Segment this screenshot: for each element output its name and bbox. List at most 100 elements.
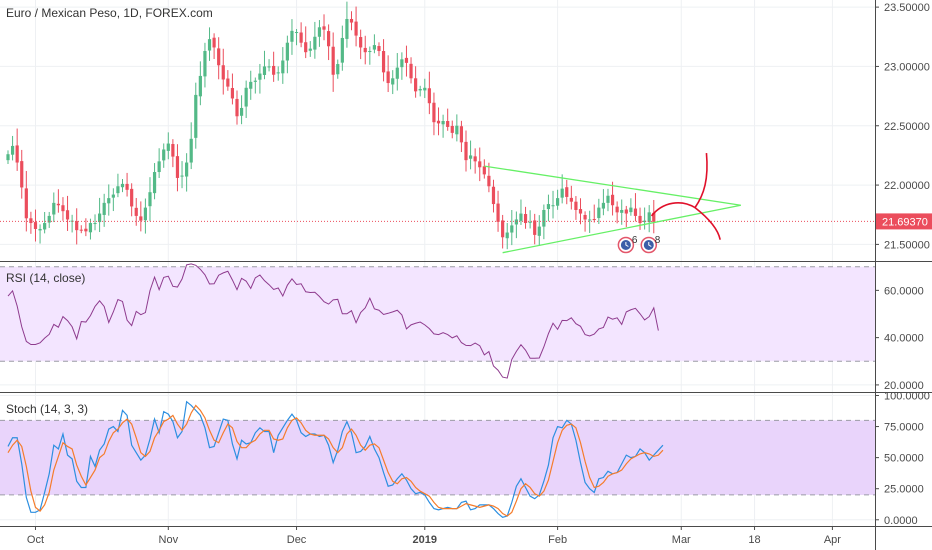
candle-body[interactable] (377, 46, 381, 52)
candle-body[interactable] (423, 87, 427, 91)
candle-body[interactable] (569, 197, 573, 202)
candle-body[interactable] (38, 228, 42, 231)
candle-body[interactable] (386, 71, 390, 84)
candle-body[interactable] (171, 144, 175, 157)
candle-body[interactable] (65, 210, 70, 220)
candle-body[interactable] (446, 121, 450, 127)
candle-body[interactable] (262, 66, 267, 75)
candle-body[interactable] (482, 166, 486, 175)
candle-body[interactable] (130, 188, 134, 207)
candle-body[interactable] (368, 51, 372, 53)
candle-body[interactable] (33, 222, 38, 229)
candle-body[interactable] (643, 220, 647, 223)
candle-body[interactable] (52, 202, 56, 215)
candle-body[interactable] (523, 214, 528, 224)
candle-body[interactable] (24, 188, 28, 219)
candle-body[interactable] (546, 204, 551, 210)
candle-body[interactable] (313, 36, 317, 50)
candle-body[interactable] (414, 78, 418, 92)
candle-body[interactable] (203, 51, 207, 77)
candle-body[interactable] (175, 156, 180, 178)
candle-body[interactable] (610, 194, 615, 206)
candle-body[interactable] (381, 51, 386, 73)
candle-body[interactable] (267, 66, 271, 68)
candle-body[interactable] (468, 155, 473, 159)
candle-body[interactable] (537, 226, 541, 236)
candle-body[interactable] (327, 31, 331, 47)
candle-body[interactable] (391, 78, 395, 85)
candle-body[interactable] (459, 126, 464, 143)
candle-body[interactable] (372, 45, 376, 50)
candle-body[interactable] (258, 73, 262, 80)
candle-body[interactable] (409, 63, 413, 79)
candle-body[interactable] (478, 161, 482, 168)
upper-trendline[interactable] (484, 165, 741, 206)
candle-body[interactable] (20, 161, 24, 188)
candle-body[interactable] (331, 46, 335, 75)
price-pane[interactable] (0, 1, 875, 250)
candle-body[interactable] (185, 162, 189, 177)
candle-body[interactable] (207, 39, 212, 51)
candle-body[interactable] (427, 88, 431, 104)
candle-body[interactable] (93, 223, 97, 225)
candle-body[interactable] (189, 138, 193, 163)
candle-body[interactable] (47, 215, 51, 223)
candle-body[interactable] (15, 145, 19, 163)
candle-body[interactable] (180, 175, 184, 177)
candle-body[interactable] (556, 198, 560, 206)
candle-body[interactable] (510, 225, 514, 233)
candle-body[interactable] (496, 203, 500, 222)
candle-body[interactable] (464, 141, 468, 161)
candle-body[interactable] (88, 223, 93, 233)
candle-body[interactable] (652, 212, 656, 222)
candle-body[interactable] (299, 32, 303, 43)
candle-body[interactable] (29, 218, 33, 224)
candle-body[interactable] (217, 48, 221, 66)
candle-body[interactable] (253, 80, 257, 82)
candle-body[interactable] (235, 98, 239, 117)
candle-body[interactable] (565, 187, 569, 197)
candle-body[interactable] (551, 205, 555, 207)
candle-body[interactable] (239, 107, 244, 116)
candle-body[interactable] (345, 18, 349, 39)
candle-body[interactable] (601, 202, 605, 209)
time-axis[interactable]: Oct Nov Dec 2019 Feb Mar 18 Apr (27, 526, 841, 546)
candle-body[interactable] (560, 188, 564, 198)
candle-body[interactable] (340, 37, 344, 63)
candle-body[interactable] (322, 26, 326, 30)
candle-body[interactable] (212, 37, 216, 48)
candle-body[interactable] (304, 42, 308, 53)
candle-body[interactable] (574, 201, 578, 210)
candle-body[interactable] (354, 21, 358, 36)
candle-body[interactable] (647, 212, 651, 223)
candle-body[interactable] (592, 219, 596, 221)
candle-body[interactable] (98, 213, 102, 223)
last-price-badge[interactable] (876, 213, 932, 230)
candle-body[interactable] (6, 154, 10, 161)
candle-body[interactable] (226, 78, 230, 87)
candle-body[interactable] (450, 125, 454, 133)
candle-body[interactable] (317, 27, 322, 37)
candle-body[interactable] (624, 209, 628, 214)
candle-body[interactable] (102, 202, 106, 215)
candle-body[interactable] (162, 149, 166, 161)
candle-body[interactable] (404, 57, 409, 63)
candle-body[interactable] (148, 192, 152, 207)
candle-body[interactable] (533, 220, 537, 235)
candle-body[interactable] (400, 59, 404, 68)
candle-body[interactable] (152, 172, 157, 194)
candle-body[interactable] (107, 198, 111, 204)
candle-body[interactable] (272, 65, 276, 75)
candle-body[interactable] (276, 72, 280, 74)
candle-body[interactable] (359, 37, 363, 48)
candle-body[interactable] (501, 220, 505, 238)
candle-body[interactable] (432, 102, 436, 123)
candle-body[interactable] (436, 120, 441, 124)
candle-body[interactable] (455, 125, 459, 135)
candle-body[interactable] (10, 145, 15, 155)
candle-body[interactable] (519, 213, 523, 221)
candle-body[interactable] (620, 209, 624, 213)
candle-body[interactable] (120, 183, 125, 188)
candle-body[interactable] (134, 207, 138, 216)
